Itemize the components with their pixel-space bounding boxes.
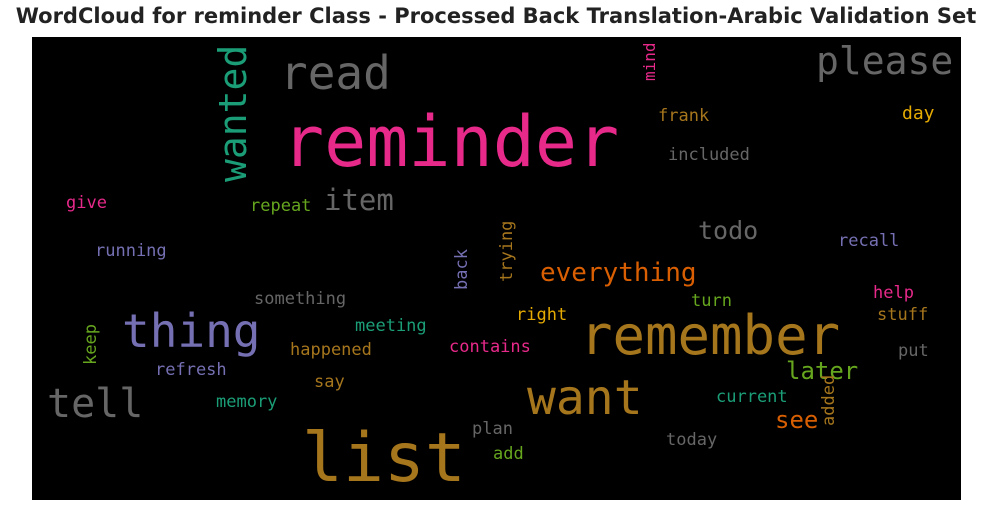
word-want: want <box>527 370 643 426</box>
word-today: today <box>666 430 718 450</box>
word-help: help <box>873 283 914 303</box>
word-reminder: reminder <box>282 101 620 183</box>
word-happened: happened <box>290 340 372 360</box>
word-meeting: meeting <box>355 316 427 336</box>
wordcloud-canvas: reminder list remember want thing wanted read p… <box>32 37 961 500</box>
word-running: running <box>95 241 167 261</box>
word-refresh: refresh <box>155 360 227 380</box>
word-add: add <box>493 444 524 464</box>
word-stuff: stuff <box>877 305 929 325</box>
word-something: something <box>254 289 347 309</box>
word-current: current <box>716 387 788 407</box>
word-thing: thing <box>122 304 261 358</box>
word-repeat: repeat <box>250 196 312 216</box>
word-remember: remember <box>580 304 841 367</box>
word-plan: plan <box>472 419 513 439</box>
word-day: day <box>902 103 935 124</box>
word-added: added <box>819 374 839 426</box>
word-list: list <box>302 419 466 498</box>
word-see: see <box>775 406 819 434</box>
word-back: back <box>452 249 472 290</box>
word-give: give <box>66 193 107 213</box>
word-tell: tell <box>47 381 144 427</box>
word-please: please <box>816 39 954 83</box>
word-right: right <box>516 305 568 325</box>
word-say: say <box>314 372 345 392</box>
word-frank: frank <box>658 106 710 126</box>
word-later: later <box>786 357 859 385</box>
chart-title: WordCloud for reminder Class - Processed… <box>15 4 977 28</box>
word-read: read <box>280 46 391 100</box>
word-mind: mind <box>640 42 659 81</box>
word-wanted: wanted <box>211 44 255 182</box>
word-item: item <box>324 183 394 217</box>
word-memory: memory <box>216 392 278 412</box>
word-todo: todo <box>698 216 759 245</box>
word-trying: trying <box>497 220 517 282</box>
word-put: put <box>898 341 929 361</box>
word-turn: turn <box>691 291 732 311</box>
word-everything: everything <box>540 258 697 288</box>
word-recall: recall <box>838 231 900 251</box>
word-included: included <box>668 145 750 165</box>
word-keep: keep <box>81 324 101 365</box>
word-contains: contains <box>449 337 531 357</box>
